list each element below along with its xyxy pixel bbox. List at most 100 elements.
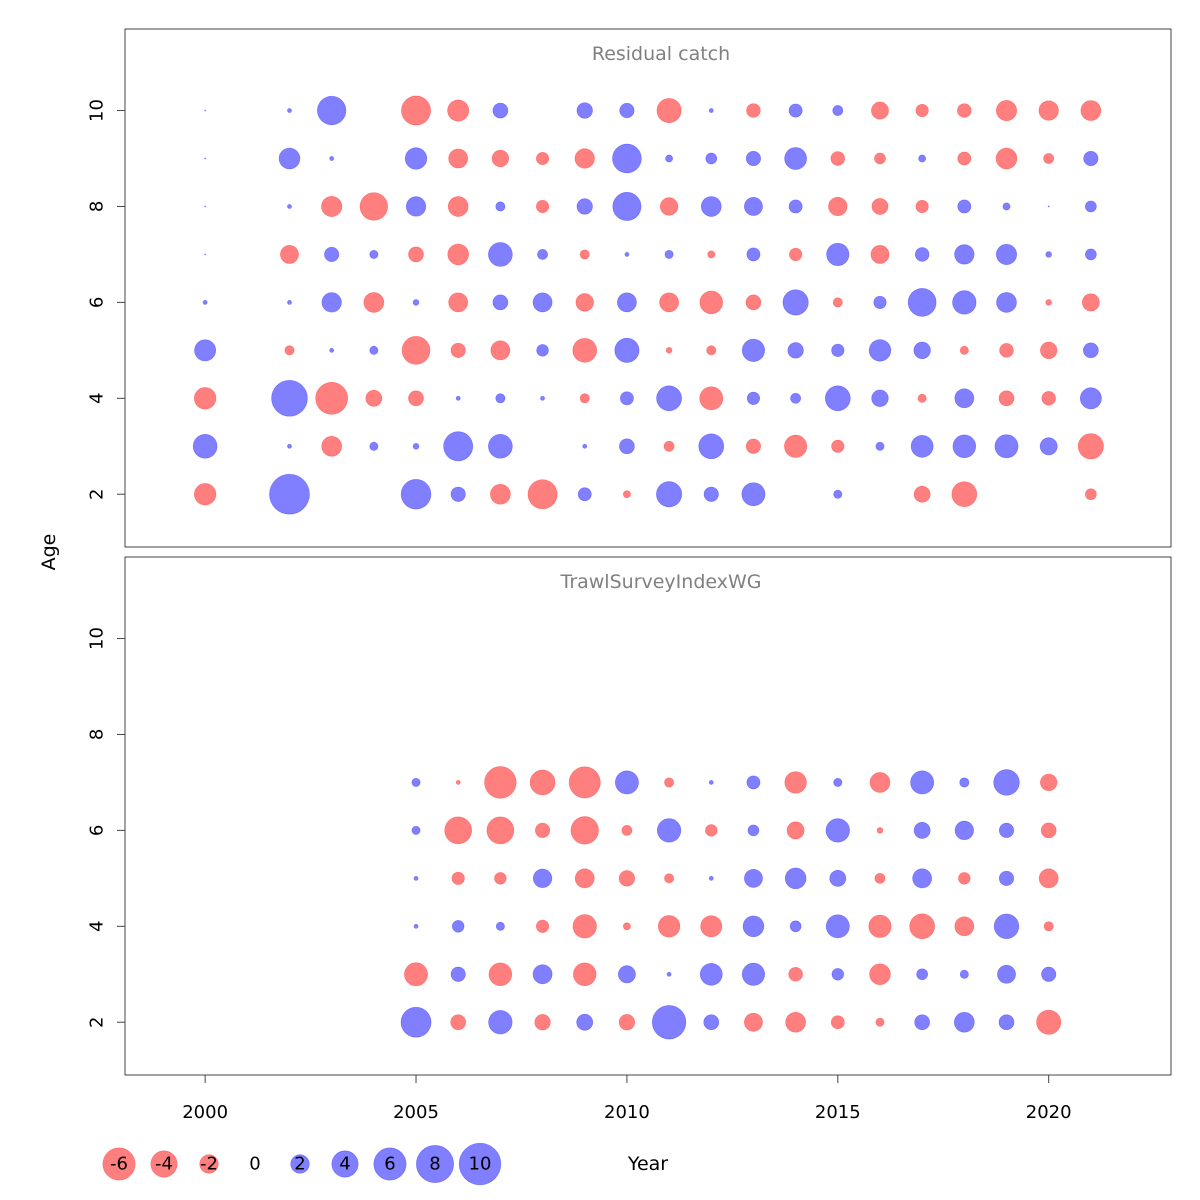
legend-label: 2 bbox=[294, 1154, 305, 1175]
bubble-2008-age-7 bbox=[529, 769, 556, 796]
bubble-2017-age-2 bbox=[914, 1014, 930, 1031]
x-tick-label: 2005 bbox=[393, 1102, 439, 1123]
bubble-2010-age-2 bbox=[618, 1014, 636, 1031]
legend-bubble bbox=[290, 1154, 310, 1174]
bubble-2019-age-6 bbox=[996, 292, 1017, 313]
bubble-2017-age-5 bbox=[913, 341, 931, 360]
bubble-2010-age-3 bbox=[619, 438, 635, 455]
bubble-2002-age-7 bbox=[280, 245, 299, 264]
bubble-2021-age-8 bbox=[1085, 200, 1097, 213]
bubble-2004-age-5 bbox=[369, 345, 379, 355]
bubble-2010-age-4 bbox=[620, 391, 634, 406]
bubble-2017-age-6 bbox=[913, 822, 931, 839]
bubble-2000-age-10 bbox=[204, 109, 207, 112]
bubble-2020-age-7 bbox=[1045, 251, 1052, 258]
bubble-2012-age-3 bbox=[698, 433, 725, 460]
legend-bubble bbox=[373, 1147, 407, 1181]
bubble-2019-age-10 bbox=[995, 100, 1018, 122]
bubble-2007-age-2 bbox=[490, 483, 511, 505]
bubble-2017-age-4 bbox=[909, 913, 935, 940]
x-tick-label: 2010 bbox=[604, 1102, 650, 1123]
bubble-2003-age-10 bbox=[317, 95, 347, 126]
bubble-2005-age-5 bbox=[401, 336, 431, 365]
bubble-2002-age-5 bbox=[284, 345, 295, 356]
bubble-2019-age-6 bbox=[998, 822, 1015, 838]
bubble-2010-age-5 bbox=[614, 337, 640, 363]
bubble-2020-age-5 bbox=[1040, 341, 1058, 360]
legend-label: -6 bbox=[110, 1154, 128, 1175]
bubble-2013-age-5 bbox=[741, 338, 765, 362]
bubble-2003-age-5 bbox=[329, 347, 335, 353]
y-tick-label: 10 bbox=[87, 99, 108, 122]
bubble-2007-age-8 bbox=[495, 201, 506, 212]
bubble-2017-age-7 bbox=[910, 770, 935, 795]
bubble-2005-age-8 bbox=[405, 196, 427, 217]
bubble-2009-age-3 bbox=[582, 443, 588, 449]
bubble-2015-age-2 bbox=[830, 1015, 845, 1030]
bubble-2015-age-4 bbox=[825, 914, 850, 939]
bubble-2020-age-9 bbox=[1043, 153, 1055, 164]
y-axis-title: Age bbox=[38, 534, 60, 571]
bubble-2015-age-6 bbox=[832, 297, 843, 308]
bubble-2016-age-10 bbox=[871, 101, 889, 120]
legend-label: -2 bbox=[200, 1154, 218, 1175]
bubble-2015-age-9 bbox=[830, 151, 846, 166]
x-tick-label: 2015 bbox=[815, 1102, 861, 1123]
bubble-2004-age-4 bbox=[365, 389, 383, 407]
bubble-2008-age-2 bbox=[534, 1014, 551, 1031]
bubble-2010-age-6 bbox=[621, 824, 633, 836]
bubble-2007-age-2 bbox=[488, 1010, 513, 1035]
bubble-2008-age-4 bbox=[540, 395, 545, 401]
bubble-2021-age-5 bbox=[1083, 342, 1099, 359]
bubble-2008-age-7 bbox=[537, 249, 548, 260]
bubble-2006-age-2 bbox=[450, 1014, 467, 1031]
bubble-2018-age-3 bbox=[952, 434, 977, 459]
bubble-2005-age-7 bbox=[408, 246, 424, 263]
panel-frame bbox=[124, 28, 1172, 548]
y-tick-label: 2 bbox=[87, 1017, 108, 1028]
bubble-2007-age-5 bbox=[494, 872, 507, 885]
bubble-2005-age-3 bbox=[412, 443, 420, 450]
bubble-2009-age-5 bbox=[572, 338, 598, 363]
bubble-2009-age-4 bbox=[579, 393, 590, 404]
bubble-2018-age-4 bbox=[954, 916, 975, 937]
bubble-2007-age-7 bbox=[488, 242, 513, 267]
bubble-2003-age-6 bbox=[321, 292, 342, 313]
bubble-2009-age-2 bbox=[577, 487, 592, 502]
bubble-2019-age-9 bbox=[995, 147, 1018, 170]
bubble-2014-age-8 bbox=[788, 199, 803, 214]
bubble-2015-age-3 bbox=[831, 968, 844, 981]
bubble-2020-age-3 bbox=[1041, 966, 1057, 982]
trawl-survey-panel: TrawlSurveyIndexWG 2 4 6 8 10 bbox=[87, 556, 1172, 1076]
bubble-2008-age-3 bbox=[532, 964, 553, 985]
bubble-2005-age-2 bbox=[400, 479, 432, 510]
bubble-2007-age-9 bbox=[491, 149, 510, 168]
bubble-2013-age-9 bbox=[745, 150, 761, 167]
y-tick-label: 8 bbox=[87, 729, 108, 740]
bubble-2010-age-2 bbox=[622, 490, 631, 499]
bubble-2012-age-8 bbox=[700, 196, 722, 217]
bubble-2013-age-7 bbox=[746, 775, 761, 790]
bubble-2000-age-2 bbox=[194, 483, 217, 506]
bubble-2000-age-9 bbox=[204, 157, 207, 160]
bubble-2018-age-2 bbox=[951, 481, 978, 508]
bubble-2005-age-6 bbox=[412, 299, 420, 306]
bubble-2009-age-3 bbox=[572, 962, 597, 987]
bubble-2004-age-7 bbox=[369, 249, 379, 259]
bubble-2019-age-3 bbox=[994, 434, 1019, 459]
bubble-2002-age-8 bbox=[287, 204, 292, 209]
bubble-2018-age-2 bbox=[954, 1011, 975, 1033]
legend-bubble bbox=[150, 1150, 178, 1178]
bubble-2000-age-3 bbox=[192, 433, 218, 459]
bubble-2013-age-8 bbox=[744, 197, 763, 216]
x-axis-title: Year bbox=[627, 1153, 668, 1175]
bubble-2006-age-5 bbox=[450, 342, 466, 358]
bubble-2017-age-3 bbox=[910, 434, 934, 458]
legend-bubble bbox=[331, 1150, 359, 1178]
bubble-2011-age-3 bbox=[663, 440, 675, 452]
bubble-2011-age-8 bbox=[659, 197, 679, 216]
bubble-2009-age-6 bbox=[570, 816, 599, 845]
bubble-2020-age-3 bbox=[1039, 437, 1058, 456]
bubble-2013-age-6 bbox=[747, 824, 760, 837]
bubble-2006-age-6 bbox=[448, 292, 469, 313]
